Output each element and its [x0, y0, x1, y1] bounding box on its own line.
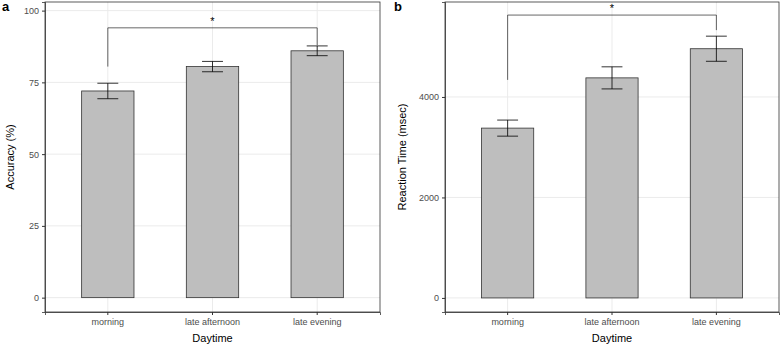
plot-background	[45, 2, 380, 312]
axis-line	[42, 3, 46, 313]
tick: late evening	[293, 312, 342, 327]
x-axis: morning late afternoon late evening	[446, 312, 780, 327]
tick-mark	[42, 226, 45, 227]
bar	[482, 128, 534, 298]
y-axis-title: Accuracy (%)	[4, 124, 16, 189]
tick-mark	[442, 97, 445, 98]
grid	[445, 2, 779, 312]
error-bar	[706, 36, 727, 61]
error-bar	[202, 61, 223, 71]
error-bar	[602, 67, 623, 89]
panel-label: a	[2, 0, 10, 14]
tick-mark	[442, 197, 445, 198]
error-bar	[497, 120, 518, 136]
grid	[45, 2, 380, 312]
tick-mark	[507, 312, 508, 315]
tick-label: late evening	[692, 317, 741, 327]
y-axis-title: Reaction Time (msec)	[396, 104, 408, 211]
plot-background	[445, 2, 779, 312]
tick: 0	[34, 293, 45, 303]
tick-label: late evening	[293, 317, 342, 327]
tick: 75	[29, 78, 45, 88]
plot-frame	[45, 2, 380, 312]
tick: 0	[434, 293, 445, 303]
tick-label: 25	[29, 221, 39, 231]
y-axis: 0 25 50 75 100	[24, 3, 46, 313]
bar	[586, 78, 638, 298]
tick-label: 100	[24, 6, 39, 16]
tick-mark	[42, 82, 45, 83]
tick-label: morning	[92, 317, 125, 327]
significance-bracket	[108, 28, 317, 67]
tick-mark	[42, 154, 45, 155]
tick: late evening	[692, 312, 741, 327]
tick: late afternoon	[185, 312, 240, 327]
tick: 4000	[419, 92, 445, 102]
bar	[186, 67, 238, 298]
plot-frame	[445, 2, 779, 312]
annotation: *	[210, 15, 215, 27]
tick-mark	[716, 312, 717, 315]
bar	[82, 91, 134, 298]
tick-mark	[612, 312, 613, 315]
annotation: *	[610, 2, 615, 14]
significance-bracket	[508, 15, 717, 80]
tick-mark	[42, 298, 45, 299]
tick-mark	[317, 312, 318, 315]
y-axis: 0 2000 4000	[419, 3, 446, 313]
tick: 2000	[419, 193, 445, 203]
marks	[82, 28, 344, 298]
x-axis-title: Daytime	[592, 332, 632, 344]
error-bar	[307, 46, 328, 56]
tick: 50	[29, 150, 45, 160]
tick-label: late afternoon	[584, 317, 639, 327]
tick-label: morning	[491, 317, 524, 327]
tick-label: 75	[29, 78, 39, 88]
bar	[690, 49, 742, 298]
tick-mark	[212, 312, 213, 315]
tick: morning	[92, 312, 125, 327]
tick-label: 2000	[419, 193, 439, 203]
tick-mark	[42, 11, 45, 12]
panel: * 0 2000 4000 morning late afternoon late even…	[394, 0, 780, 344]
axis-line	[446, 313, 780, 316]
axis-line	[442, 3, 446, 313]
tick-label: 0	[34, 293, 39, 303]
tick: morning	[491, 312, 524, 327]
tick-mark	[442, 298, 445, 299]
tick: 100	[24, 6, 45, 16]
tick-label: late afternoon	[185, 317, 240, 327]
figure: * 0 25 50 75 100 morning late afternoon late eve…	[0, 0, 784, 347]
marks	[482, 15, 743, 298]
panel-label: b	[394, 0, 402, 14]
tick-label: 50	[29, 150, 39, 160]
x-axis: morning late afternoon late evening	[46, 312, 381, 327]
tick-label: 4000	[419, 92, 439, 102]
tick: late afternoon	[584, 312, 639, 327]
axis-line	[46, 313, 381, 316]
tick-mark	[107, 312, 108, 315]
error-bar	[97, 83, 118, 99]
tick: 25	[29, 221, 45, 231]
tick-label: 0	[434, 293, 439, 303]
panel: * 0 25 50 75 100 morning late afternoon late eve…	[2, 0, 381, 344]
bar	[291, 51, 343, 298]
x-axis-title: Daytime	[192, 332, 232, 344]
